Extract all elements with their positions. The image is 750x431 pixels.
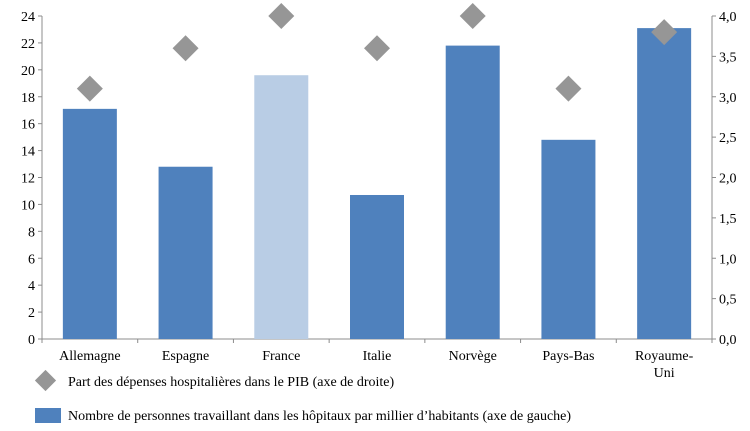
y-tick-label-left: 18 bbox=[21, 91, 35, 106]
y-tick-label-right: 4,0 bbox=[719, 10, 737, 25]
y-tick-label-right: 0,0 bbox=[719, 333, 737, 348]
category-label: Allemagne bbox=[59, 349, 120, 364]
category-label: Royaume- bbox=[635, 349, 694, 364]
y-tick-label-left: 10 bbox=[21, 198, 35, 213]
markers bbox=[76, 3, 678, 102]
diamond-marker bbox=[459, 3, 486, 29]
diamond-marker bbox=[172, 35, 199, 62]
bar bbox=[637, 28, 692, 340]
y-tick-label-right: 1,5 bbox=[719, 212, 737, 227]
diamond-marker bbox=[555, 75, 582, 102]
category-label: Uni bbox=[654, 366, 675, 381]
y-tick-label-left: 4 bbox=[28, 279, 35, 294]
y-tick-label-right: 3,5 bbox=[719, 50, 737, 65]
y-tick-label-left: 6 bbox=[28, 252, 35, 267]
y-tick-label-left: 2 bbox=[28, 306, 35, 321]
bar bbox=[62, 108, 117, 339]
bar bbox=[254, 75, 309, 339]
y-tick-label-right: 1,0 bbox=[719, 252, 737, 267]
y-tick-label-left: 22 bbox=[21, 37, 35, 52]
y-tick-label-left: 14 bbox=[21, 145, 35, 160]
bars bbox=[62, 28, 692, 340]
legend-bar-icon bbox=[35, 408, 61, 423]
category-label: Italie bbox=[363, 349, 392, 364]
legend-bar-label: Nombre de personnes travaillant dans les… bbox=[68, 409, 571, 424]
legend-diamond-label: Part des dépenses hospitalières dans le … bbox=[68, 375, 395, 390]
diamond-marker bbox=[76, 75, 103, 102]
bar bbox=[350, 194, 404, 339]
diamond-marker bbox=[364, 35, 390, 62]
category-label: Pays-Bas bbox=[542, 349, 594, 364]
category-label: France bbox=[262, 349, 300, 364]
y-tick-label-right: 0,5 bbox=[719, 293, 737, 308]
legend: Part des dépenses hospitalières dans le … bbox=[34, 369, 571, 424]
y-tick-label-right: 2,0 bbox=[719, 172, 737, 187]
bar bbox=[158, 166, 213, 339]
y-tick-label-left: 0 bbox=[28, 333, 35, 348]
y-tick-label-left: 16 bbox=[21, 118, 35, 133]
y-tick-label-right: 2,5 bbox=[719, 131, 737, 146]
bar bbox=[541, 139, 596, 339]
y-tick-label-right: 3,0 bbox=[719, 91, 737, 106]
diamond-marker bbox=[268, 3, 295, 29]
labels: 0246810121416182022240,00,51,01,52,02,53… bbox=[21, 10, 737, 381]
y-tick-label-left: 20 bbox=[21, 64, 35, 79]
category-label: Espagne bbox=[162, 349, 209, 364]
y-tick-label-left: 24 bbox=[21, 10, 35, 25]
diamond-marker bbox=[651, 19, 678, 46]
y-tick-label-left: 8 bbox=[28, 225, 35, 240]
y-tick-label-left: 12 bbox=[21, 172, 35, 187]
legend-diamond-icon bbox=[34, 369, 57, 392]
bar bbox=[445, 45, 500, 339]
category-label: Norvège bbox=[449, 349, 497, 364]
